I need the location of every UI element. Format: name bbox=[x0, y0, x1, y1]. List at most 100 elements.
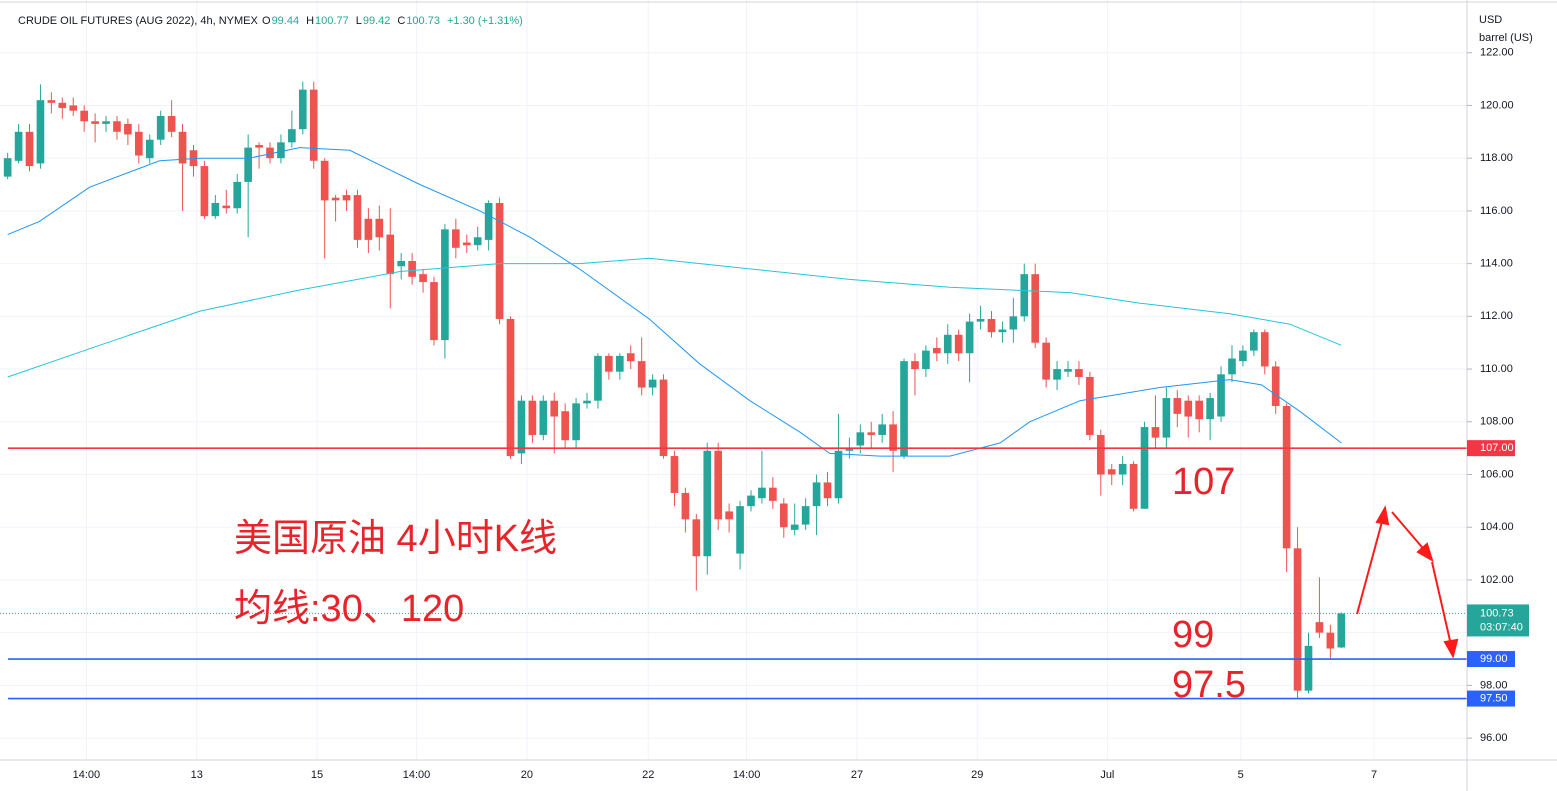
ohlc-label: L bbox=[356, 15, 362, 27]
ohlc-label: O bbox=[262, 15, 271, 27]
y-tick-label: 118.00 bbox=[1480, 152, 1513, 164]
candle-body bbox=[397, 260, 406, 267]
candle-body bbox=[124, 123, 132, 135]
x-tick-label: 14:00 bbox=[73, 769, 101, 781]
candle-body bbox=[1293, 548, 1302, 691]
candle-body bbox=[637, 361, 646, 388]
candle-body bbox=[309, 89, 318, 161]
candle-body bbox=[266, 147, 274, 159]
candle-body bbox=[1162, 398, 1171, 438]
y-tick-label: 122.00 bbox=[1480, 47, 1514, 59]
unit: barrel (US) bbox=[1479, 32, 1533, 44]
candle-body bbox=[889, 424, 897, 451]
candle-body bbox=[320, 160, 329, 201]
candle-body bbox=[834, 450, 843, 499]
candle-body bbox=[1151, 427, 1160, 438]
candle-body bbox=[878, 424, 886, 435]
candle-body bbox=[1009, 316, 1018, 330]
candle-body bbox=[58, 102, 67, 109]
candle-body bbox=[1239, 350, 1247, 362]
candle-body bbox=[1042, 342, 1050, 380]
candle-body bbox=[572, 403, 580, 441]
candle-body bbox=[517, 400, 526, 454]
candle-body bbox=[539, 400, 548, 435]
candle-body bbox=[419, 274, 427, 283]
candle-body bbox=[528, 400, 537, 435]
candle-body bbox=[900, 361, 908, 457]
candle-body bbox=[594, 355, 602, 401]
countdown: 03:07:40 bbox=[1480, 621, 1523, 633]
candle-body bbox=[484, 202, 493, 240]
candle-body bbox=[823, 482, 832, 499]
candle-body bbox=[1282, 405, 1291, 549]
candle-body bbox=[441, 229, 449, 341]
candle-body bbox=[856, 432, 865, 446]
ma-line bbox=[7, 147, 1342, 457]
candle-body bbox=[648, 379, 657, 388]
candle-body bbox=[615, 355, 624, 372]
candle-body bbox=[342, 195, 351, 201]
candle-body bbox=[1064, 369, 1072, 372]
level-label: 97.50 bbox=[1480, 692, 1508, 704]
annotation: 97.5 bbox=[1172, 664, 1246, 706]
candle-body bbox=[1260, 332, 1269, 367]
candle-body bbox=[1020, 274, 1029, 317]
x-tick-label: 20 bbox=[521, 769, 533, 781]
candle-body bbox=[779, 503, 788, 528]
level-tag bbox=[1467, 690, 1515, 707]
arrow bbox=[1356, 517, 1384, 615]
candle-body bbox=[277, 142, 285, 159]
x-tick-label: 14:00 bbox=[403, 769, 431, 781]
ohlc-value: 99.44 bbox=[272, 15, 300, 27]
candle-body bbox=[736, 506, 744, 554]
candle-body bbox=[1326, 632, 1335, 649]
ohlc-value: 100.73 bbox=[406, 15, 440, 27]
y-tick-label: 96.00 bbox=[1480, 732, 1508, 744]
candle-body bbox=[561, 411, 569, 441]
candle-body bbox=[714, 450, 723, 520]
candle-body bbox=[353, 195, 362, 240]
y-axis: 96.0098.00100.00102.00104.00106.00108.00… bbox=[1467, 47, 1529, 744]
candle-body bbox=[298, 89, 307, 130]
candle-body bbox=[222, 205, 231, 209]
candle-body bbox=[987, 318, 996, 333]
candle-body bbox=[473, 237, 482, 246]
candle-body bbox=[200, 166, 209, 217]
candle-body bbox=[102, 121, 110, 124]
arrow-head bbox=[1375, 505, 1390, 526]
candle-body bbox=[331, 197, 340, 201]
plot bbox=[0, 81, 1467, 700]
x-tick-label: 14:00 bbox=[733, 769, 761, 781]
candle-body bbox=[976, 318, 985, 322]
x-tick-label: 7 bbox=[1371, 769, 1377, 781]
candle-body bbox=[1337, 613, 1346, 648]
candle-body bbox=[998, 329, 1007, 333]
candle-body bbox=[255, 144, 263, 148]
candle-body bbox=[965, 321, 974, 354]
arrow-head bbox=[1443, 638, 1459, 659]
candle-body bbox=[1250, 332, 1258, 351]
candle-body bbox=[462, 242, 471, 246]
y-tick-label: 102.00 bbox=[1480, 574, 1514, 586]
candle-body bbox=[1304, 645, 1313, 691]
candle-body bbox=[583, 400, 591, 404]
candle-body bbox=[495, 202, 504, 319]
candle-body bbox=[1206, 398, 1214, 420]
candle-body bbox=[1075, 369, 1083, 377]
candle-body bbox=[758, 487, 766, 499]
arrow-head bbox=[1416, 542, 1434, 563]
candle-body bbox=[156, 115, 165, 140]
candle-body bbox=[1096, 434, 1105, 475]
candle-body bbox=[1228, 358, 1236, 375]
candle-body bbox=[747, 495, 755, 507]
ma-line bbox=[7, 257, 1342, 378]
candle-body bbox=[113, 121, 121, 132]
candle-body bbox=[922, 350, 930, 370]
candle-body bbox=[211, 202, 220, 217]
candle-body bbox=[550, 400, 559, 417]
candle-body bbox=[430, 282, 438, 341]
x-tick-label: 29 bbox=[971, 769, 983, 781]
